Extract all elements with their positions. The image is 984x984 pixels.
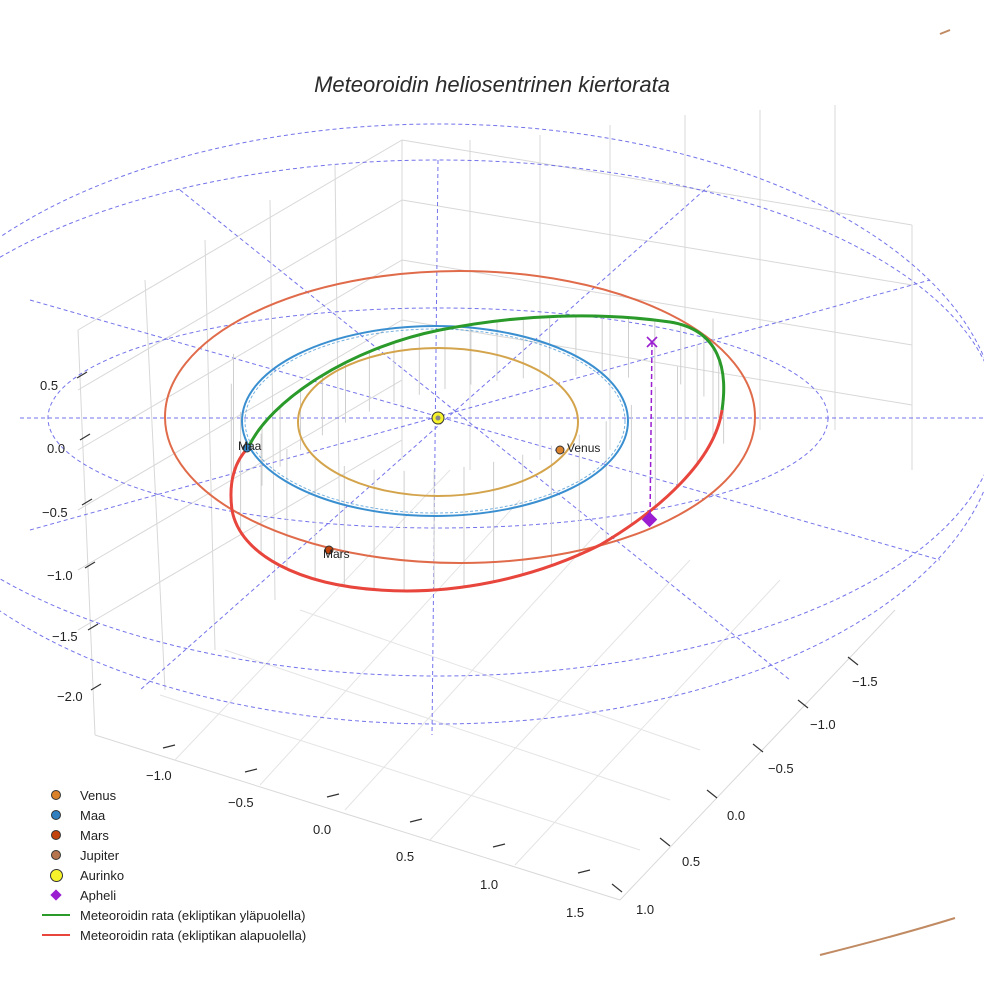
sun-marker bbox=[431, 411, 445, 425]
legend-item-orbit-above: Meteoroidin rata (ekliptikan yläpuolella… bbox=[40, 905, 306, 925]
legend-label: Meteoroidin rata (ekliptikan alapuolella… bbox=[80, 927, 307, 943]
z-tick-label: 0.0 bbox=[47, 441, 65, 456]
earth-orbit bbox=[241, 325, 629, 517]
meteoroid-orbit-below-ecliptic bbox=[229, 409, 724, 593]
earth-marker bbox=[242, 443, 252, 453]
aphelion-projection-line bbox=[649, 341, 653, 521]
x-tick-label: 0.5 bbox=[396, 849, 414, 864]
venus-label: Venus bbox=[567, 441, 600, 455]
legend-item-aurinko: Aurinko bbox=[40, 865, 306, 885]
y-tick-label: −1.0 bbox=[810, 717, 836, 732]
legend-item-orbit-below: Meteoroidin rata (ekliptikan alapuolella… bbox=[40, 925, 306, 945]
x-tick-label: 1.5 bbox=[566, 905, 584, 920]
x-tick-label: −1.0 bbox=[146, 768, 172, 783]
sun-legend-dot bbox=[49, 868, 63, 882]
z-tick-label: −1.0 bbox=[47, 568, 73, 583]
legend-item-maa: Maa bbox=[40, 805, 306, 825]
earth-orbit-inner bbox=[244, 328, 626, 514]
orbit-below-legend-line bbox=[42, 934, 70, 936]
legend-label: Meteoroidin rata (ekliptikan yläpuolella… bbox=[80, 907, 306, 923]
legend-label: Aurinko bbox=[80, 867, 125, 883]
earth-legend-dot bbox=[51, 810, 61, 820]
y-tick-label: −1.5 bbox=[852, 674, 878, 689]
jupiter-orbit bbox=[819, 29, 956, 956]
mars-orbit bbox=[164, 270, 756, 564]
x-tick-label: 1.0 bbox=[480, 877, 498, 892]
z-tick-label: 0.5 bbox=[40, 378, 58, 393]
orbit-above-legend-line bbox=[42, 914, 70, 916]
y-tick-label: −0.5 bbox=[768, 761, 794, 776]
y-axis bbox=[611, 656, 859, 893]
legend-label: Jupiter bbox=[80, 847, 120, 863]
legend-item-apheli: Apheli bbox=[40, 885, 306, 905]
y-tick-label: 0.5 bbox=[682, 854, 700, 869]
x-tick-label: −0.5 bbox=[228, 795, 254, 810]
aphelion-legend-diamond bbox=[50, 889, 62, 901]
legend-item-jupiter: Jupiter bbox=[40, 845, 306, 865]
earth-label: Maa bbox=[238, 439, 262, 453]
chart-title: Meteoroidin heliosentrinen kiertorata bbox=[314, 72, 670, 97]
venus-orbit bbox=[297, 347, 579, 497]
mars-legend-dot bbox=[51, 830, 61, 840]
legend: Venus Maa Mars Jupiter Aurinko Apheli Me… bbox=[40, 785, 306, 945]
legend-item-venus: Venus bbox=[40, 785, 306, 805]
legend-label: Mars bbox=[80, 827, 109, 843]
z-tick-label: −1.5 bbox=[52, 629, 78, 644]
mars-marker bbox=[324, 545, 334, 555]
venus-marker bbox=[555, 445, 565, 455]
mars-label: Mars bbox=[323, 547, 350, 561]
z-axis bbox=[76, 371, 102, 691]
aphelion-projected-marker bbox=[646, 336, 658, 348]
y-tick-label: 0.0 bbox=[727, 808, 745, 823]
jupiter-legend-dot bbox=[51, 850, 61, 860]
legend-label: Venus bbox=[80, 787, 117, 803]
y-tick-label: 1.0 bbox=[636, 902, 654, 917]
ecliptic-reference-grid bbox=[0, 123, 984, 736]
projection-lines bbox=[230, 315, 725, 591]
z-tick-label: −2.0 bbox=[57, 689, 83, 704]
x-tick-label: 0.0 bbox=[313, 822, 331, 837]
venus-legend-dot bbox=[51, 790, 61, 800]
meteoroid-orbit-above-ecliptic bbox=[246, 314, 726, 449]
x-axis bbox=[162, 744, 591, 874]
axes-grid bbox=[77, 105, 913, 901]
legend-label: Apheli bbox=[80, 887, 117, 903]
z-tick-label: −0.5 bbox=[42, 505, 68, 520]
aphelion-marker bbox=[641, 511, 658, 528]
legend-label: Maa bbox=[80, 807, 106, 823]
legend-item-mars: Mars bbox=[40, 825, 306, 845]
